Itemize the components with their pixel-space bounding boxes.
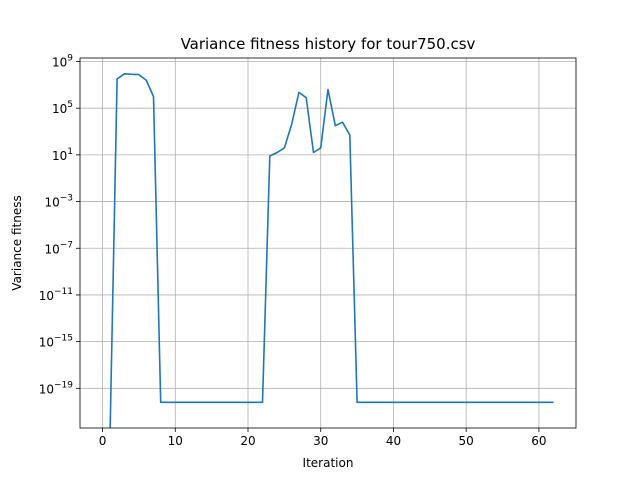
- x-tick-label: 60: [531, 434, 546, 448]
- y-tick-label: 105: [52, 100, 73, 116]
- x-tick-label: 10: [168, 434, 183, 448]
- x-axis-label: Iteration: [303, 456, 354, 470]
- y-tick-label: 109: [52, 54, 73, 70]
- y-tick-label: 101: [52, 147, 73, 163]
- y-tick-label: 10−19: [39, 380, 74, 396]
- x-tick-label: 20: [240, 434, 255, 448]
- y-axis-label: Variance fitness: [10, 195, 24, 290]
- x-tick-label: 0: [99, 434, 107, 448]
- y-tick-label: 10−7: [44, 240, 73, 256]
- y-axis: 109 105 101 10−3 10−7 10−11 10−15 10−19: [39, 54, 80, 396]
- chart-title: Variance fitness history for tour750.csv: [181, 35, 476, 53]
- series-line: [109, 73, 554, 428]
- x-tick-label: 40: [386, 434, 401, 448]
- plot-frame: [79, 57, 577, 429]
- y-tick-label: 10−15: [39, 334, 73, 350]
- x-axis: 0 10 20 30 40 50 60: [99, 428, 547, 448]
- y-tick-label: 10−11: [39, 287, 73, 303]
- y-tick-label: 10−3: [44, 194, 73, 210]
- x-tick-label: 30: [313, 434, 328, 448]
- grid: [80, 58, 576, 428]
- plot-area: [109, 73, 554, 428]
- x-tick-label: 50: [459, 434, 474, 448]
